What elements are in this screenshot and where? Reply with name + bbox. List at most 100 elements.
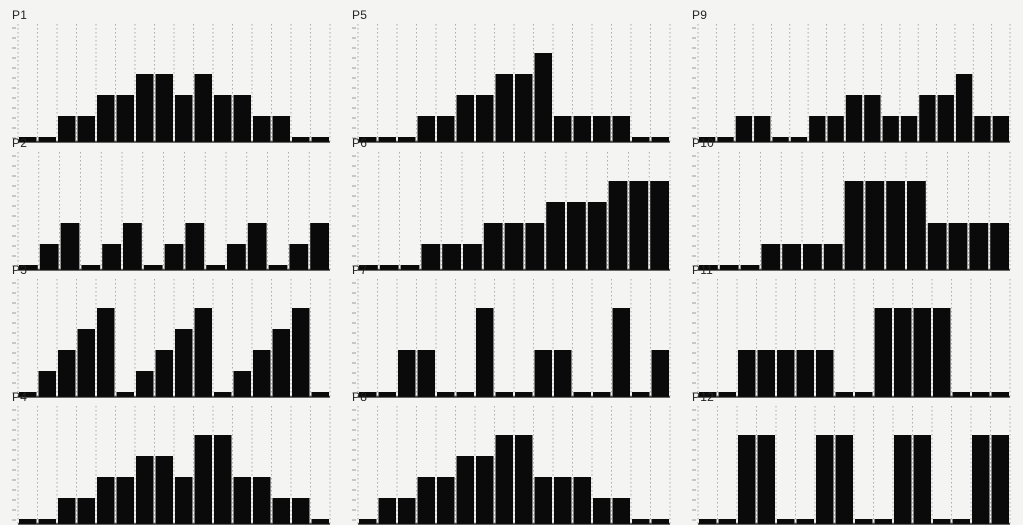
bar <box>913 435 931 524</box>
bar <box>398 350 416 397</box>
bar <box>803 244 822 270</box>
bar <box>253 350 271 397</box>
chart-panel-p4: P4 <box>12 390 332 525</box>
bar <box>612 116 630 142</box>
bar-plot <box>12 152 331 271</box>
bar <box>650 181 669 270</box>
bar <box>81 265 101 270</box>
chart-panel-p10: P10 <box>692 136 1012 271</box>
bar <box>777 519 795 524</box>
bar <box>969 223 989 270</box>
bar <box>835 392 853 397</box>
bar <box>476 456 494 524</box>
bar <box>19 265 38 270</box>
bar <box>554 116 572 142</box>
bar <box>97 95 115 142</box>
y-axis-ticks <box>692 27 696 139</box>
bar-plot <box>12 279 331 398</box>
bar <box>933 308 951 397</box>
bar <box>534 350 552 397</box>
bar <box>463 244 482 270</box>
bar-plot <box>12 24 331 143</box>
bar <box>573 477 591 524</box>
bar <box>495 392 513 397</box>
y-axis-ticks <box>692 282 696 394</box>
bar <box>77 116 95 142</box>
bar <box>948 223 968 270</box>
bar-plot <box>352 152 671 271</box>
panel-title: P12 <box>692 390 714 404</box>
bar <box>546 202 565 270</box>
bar <box>437 477 455 524</box>
y-axis-ticks <box>352 155 356 267</box>
chart-panel-p11: P11 <box>692 263 1012 398</box>
y-axis-ticks <box>12 155 16 267</box>
bar-plot <box>692 24 1011 143</box>
bar <box>907 181 926 270</box>
bar <box>143 265 163 270</box>
y-axis-ticks <box>692 155 696 267</box>
bar <box>116 477 134 524</box>
bar <box>699 265 718 270</box>
bar <box>194 435 212 524</box>
bar <box>952 519 970 524</box>
y-axis-ticks <box>352 409 356 521</box>
bar <box>359 392 377 397</box>
bar <box>515 392 533 397</box>
bar <box>311 519 329 524</box>
bar <box>378 392 396 397</box>
bar <box>155 350 173 397</box>
bar <box>123 223 142 270</box>
bar <box>699 137 716 142</box>
bar <box>379 265 399 270</box>
bar <box>292 308 310 397</box>
bar <box>476 308 494 397</box>
bar <box>97 308 115 397</box>
bar <box>378 498 396 524</box>
bar <box>417 350 435 397</box>
panel-title: P8 <box>352 390 368 404</box>
bar <box>58 350 76 397</box>
bar <box>933 519 951 524</box>
panel-title: P2 <box>12 136 28 150</box>
bar <box>456 456 474 524</box>
bar <box>38 371 56 397</box>
chart-panel-p5: P5 <box>352 8 672 143</box>
bar <box>97 477 115 524</box>
bar <box>823 244 843 270</box>
bar <box>155 456 173 524</box>
bar <box>632 392 650 397</box>
bar <box>417 116 435 142</box>
bar <box>845 95 863 142</box>
bar <box>699 519 717 524</box>
bar <box>272 498 290 524</box>
bar <box>495 74 513 142</box>
bar <box>955 74 973 142</box>
bar <box>719 265 739 270</box>
bar <box>573 116 591 142</box>
bar <box>816 350 834 397</box>
bar <box>194 74 212 142</box>
bar-plot <box>352 279 671 398</box>
bar <box>864 95 881 142</box>
bar <box>311 137 329 142</box>
bar <box>809 116 826 142</box>
bar <box>886 181 905 270</box>
bar <box>378 137 396 142</box>
bar <box>835 435 853 524</box>
bar <box>587 202 607 270</box>
bar <box>525 223 545 270</box>
bar <box>573 392 591 397</box>
bar <box>554 350 572 397</box>
bar <box>937 95 954 142</box>
bar <box>136 456 154 524</box>
bar <box>534 477 552 524</box>
bar <box>38 137 56 142</box>
bar <box>874 519 892 524</box>
bar <box>476 95 494 142</box>
bar <box>651 519 669 524</box>
bar <box>398 137 416 142</box>
bar <box>116 95 134 142</box>
bar <box>757 435 775 524</box>
bar <box>77 498 95 524</box>
